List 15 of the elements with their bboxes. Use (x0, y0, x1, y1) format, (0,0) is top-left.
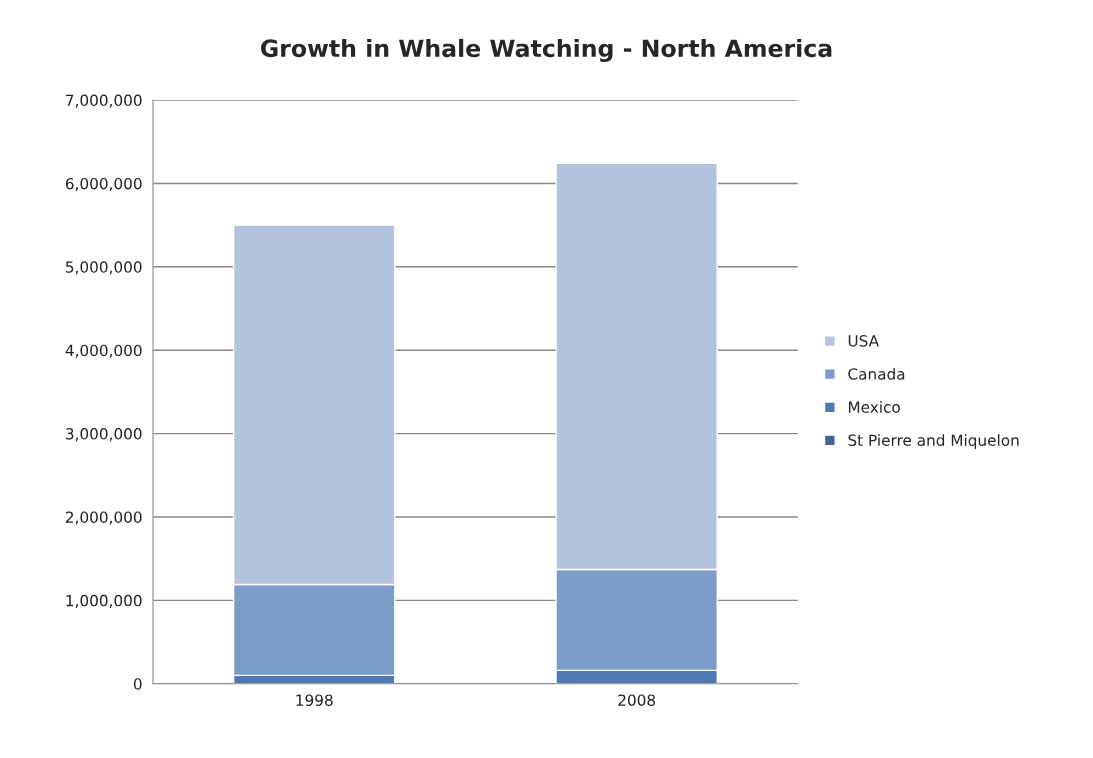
y-tick-label: 5,000,000 (66, 261, 142, 275)
legend-label: St Pierre and Miquelon (848, 434, 1019, 449)
y-tick-label: 2,000,000 (65, 511, 142, 525)
legend-label: Canada (848, 367, 905, 380)
chart-title: Growth in Whale Watching - North America (261, 38, 832, 62)
y-tick-label: 7,000,000 (66, 94, 142, 108)
x-tick-label: 1998 (296, 694, 333, 706)
y-tick-label: 0 (133, 678, 142, 690)
legend-label: USA (848, 335, 879, 347)
y-tick-label: 1,000,000 (66, 594, 142, 608)
x-tick-label: 2008 (618, 694, 656, 706)
y-tick-label: 4,000,000 (65, 344, 142, 358)
y-tick-label: 6,000,000 (65, 177, 142, 192)
y-tick-label: 3,000,000 (66, 428, 142, 442)
legend-label: Mexico (848, 401, 900, 413)
